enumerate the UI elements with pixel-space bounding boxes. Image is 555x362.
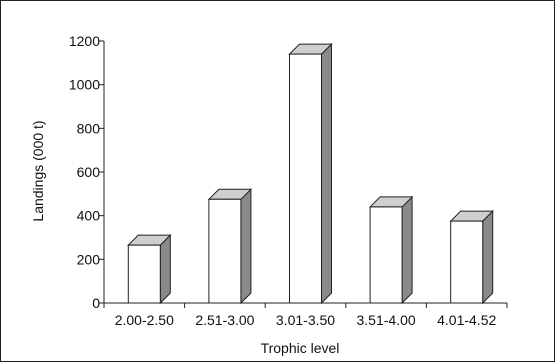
bar <box>450 220 484 304</box>
y-tick-label: 200 <box>77 251 101 267</box>
x-tick-label: 3.51-4.00 <box>357 312 416 328</box>
x-axis-title: Trophic level <box>261 340 340 356</box>
y-tick-label: 600 <box>77 164 101 180</box>
bar <box>369 206 403 304</box>
chart-labels: 0 200 400 600 800 1000 1200 2.00-2.50 2.51-3.00 3… <box>69 33 497 328</box>
y-tick-label: 1200 <box>69 33 100 49</box>
x-tick-label: 2.51-3.00 <box>195 312 254 328</box>
bar-side-face <box>482 209 494 305</box>
bar-side-face <box>321 42 332 305</box>
bar-group <box>207 188 253 305</box>
y-tick-label: 1000 <box>69 77 100 93</box>
x-tick-label: 4.01-4.52 <box>437 312 496 328</box>
y-tick-label: 0 <box>92 295 100 311</box>
y-tick-label: 400 <box>77 208 101 224</box>
bar-group <box>449 209 494 305</box>
bar <box>127 244 161 304</box>
bar <box>289 53 322 304</box>
bar <box>208 198 242 304</box>
y-tick-label: 800 <box>77 120 101 136</box>
y-axis-title: Landings (000 t) <box>30 120 46 221</box>
bar-side-face <box>159 233 171 305</box>
bar-side-face <box>401 195 413 305</box>
chart-bars <box>127 42 494 305</box>
x-tick-label: 2.00-2.50 <box>115 312 174 328</box>
bar-group <box>368 195 414 305</box>
bar-group <box>288 42 333 305</box>
x-tick-label: 3.01-3.50 <box>276 312 335 328</box>
bar-group <box>127 233 172 305</box>
chart-axes <box>99 40 508 308</box>
bar-side-face <box>240 188 252 305</box>
